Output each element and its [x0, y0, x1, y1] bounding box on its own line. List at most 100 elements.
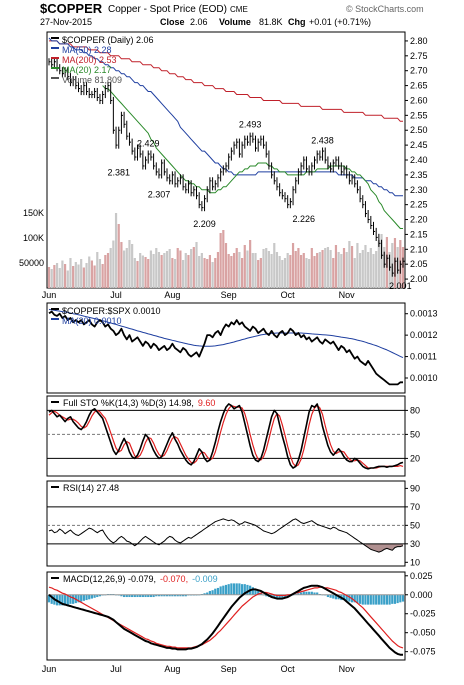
- x-axis-labels: Jun Jun Jul Jul Aug Aug Sep Sep Oct Oct Nov Nov: [42, 290, 355, 674]
- macd-histogram-bar: [63, 594, 67, 606]
- price-tick-label: 2.15: [410, 229, 428, 239]
- macd-histogram-bar: [240, 584, 244, 595]
- volume-bar: [267, 251, 271, 288]
- volume-label: Volume: [219, 17, 251, 27]
- volume-bar: [216, 252, 220, 288]
- volume-bar: [353, 258, 356, 288]
- x-tick-label-upper: Nov: [339, 290, 356, 300]
- price-tick-label: 2.40: [410, 155, 428, 165]
- volume-bar: [308, 259, 311, 288]
- volume-bar: [318, 252, 321, 288]
- volume-bar: [85, 263, 88, 288]
- volume-bar: [265, 248, 268, 288]
- macd-histogram-bar: [93, 594, 96, 598]
- price-annotation: 2.001: [389, 281, 412, 291]
- stochastic-plot-frame: [46, 395, 406, 477]
- macd-histogram-bar: [136, 594, 139, 598]
- macd-histogram-bar: [356, 594, 359, 604]
- macd-histogram-bar: [152, 594, 155, 598]
- price-tick-label: 2.80: [410, 36, 428, 46]
- volume-bar: [262, 249, 265, 288]
- legend-swatch: [51, 401, 59, 403]
- volume-tick-label: 150K: [23, 208, 44, 218]
- chart-header: $COPPER Copper - Spot Price (EOD) CME © …: [40, 1, 424, 27]
- volume-bar: [305, 258, 308, 288]
- macd-histogram-bar: [334, 594, 338, 600]
- volume-bar: [324, 248, 327, 288]
- volume-bar: [72, 266, 75, 288]
- legend-swatch: [51, 57, 59, 59]
- macd-histogram-bar: [372, 594, 375, 605]
- macd-tick-label: -0.050: [410, 628, 436, 638]
- volume-bar: [77, 264, 80, 288]
- macd-histogram-bar: [238, 583, 241, 595]
- volume-bar: [259, 258, 262, 288]
- volume-bar: [224, 243, 228, 288]
- volume-bar: [235, 248, 238, 288]
- volume-bar: [214, 258, 217, 288]
- volume-bar: [120, 242, 123, 288]
- volume-bar: [74, 262, 77, 288]
- volume-bar: [367, 252, 370, 288]
- volume-bar: [195, 242, 198, 288]
- stochastic-tick-label: 20: [410, 453, 420, 463]
- rsi-tick-label: 10: [410, 557, 420, 567]
- macd-histogram-bar: [275, 594, 279, 598]
- price-annotation: 2.438: [311, 136, 334, 146]
- volume-bar: [321, 250, 324, 288]
- rsi-panel: 90 70 50 30 10 RSI(14) 27.48: [46, 480, 420, 567]
- macd-histogram-bar: [128, 594, 131, 598]
- volume-bar: [139, 253, 142, 288]
- macd-histogram-bar: [302, 591, 305, 595]
- macd-histogram-bar: [385, 594, 389, 605]
- volume-bar: [125, 248, 128, 288]
- volume-bar: [337, 252, 340, 288]
- chg-label: Chg: [288, 17, 306, 27]
- volume-bar: [155, 248, 158, 288]
- macd-histogram-bar: [133, 594, 136, 598]
- volume-bar: [144, 257, 147, 288]
- volume-bar: [281, 260, 284, 288]
- macd-histogram-bar: [216, 587, 220, 595]
- macd-histogram-bar: [181, 594, 185, 597]
- volume-bar: [88, 256, 91, 288]
- macd-histogram-bar: [125, 594, 128, 598]
- macd-histogram-bar: [144, 594, 147, 598]
- macd-histogram-bar: [206, 592, 209, 595]
- volume-bar: [283, 258, 287, 288]
- volume-bar: [165, 251, 169, 288]
- macd-histogram-bar: [310, 591, 313, 595]
- macd-histogram-bar: [58, 594, 61, 606]
- volume-bar: [112, 240, 115, 288]
- macd-histogram-bar: [332, 594, 335, 599]
- symbol-description: Copper - Spot Price (EOD): [108, 4, 227, 15]
- volume-bar: [377, 240, 380, 288]
- macd-histogram-bar: [47, 594, 51, 603]
- macd-histogram-bar: [120, 594, 123, 597]
- volume-bar: [302, 253, 305, 288]
- volume-bar: [66, 270, 69, 288]
- price-tick-label: 2.65: [410, 81, 428, 91]
- volume-bar: [316, 253, 319, 288]
- volume-bar: [375, 251, 378, 288]
- volume-bar: [289, 255, 292, 288]
- legend-swatch: [51, 47, 59, 49]
- macd-histogram-bar: [149, 594, 153, 598]
- legend-entry: MA(50) 2.28: [62, 45, 112, 55]
- macd-histogram-bar: [173, 594, 177, 597]
- legend-swatch: [51, 77, 59, 79]
- volume-bar: [369, 248, 372, 288]
- macd-tick-label: -0.025: [410, 609, 436, 619]
- macd-histogram-bar: [235, 583, 238, 595]
- volume-bar: [334, 245, 338, 288]
- volume-bar: [96, 252, 99, 288]
- close-label: Close: [160, 17, 185, 27]
- legend-swatch: [51, 67, 59, 69]
- macd-histogram-bar: [329, 594, 332, 598]
- volume-bar: [190, 249, 193, 288]
- macd-histogram-bar: [305, 591, 308, 595]
- price-tick-label: 2.55: [410, 110, 428, 120]
- ratio-panel: 0.0013 0.0012 0.0011 0.0010 $COPPER:$SPX 0.0…: [46, 302, 438, 394]
- macd-histogram-bar: [251, 587, 254, 595]
- macd-histogram-bar: [345, 594, 348, 601]
